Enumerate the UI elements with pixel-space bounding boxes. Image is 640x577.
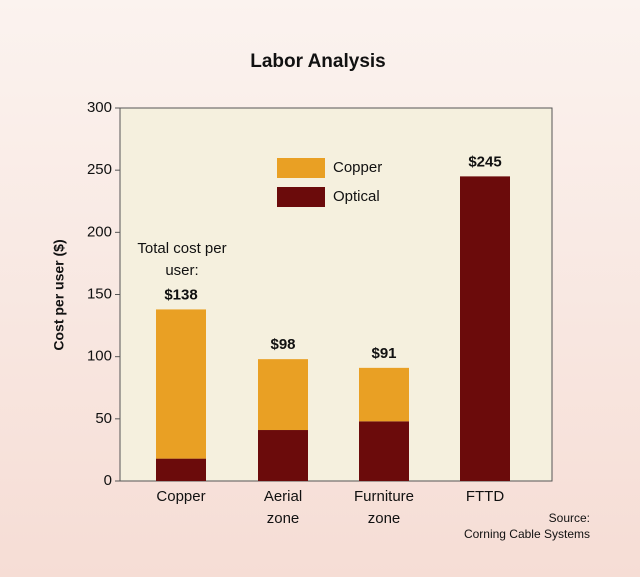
- y-tick-label: 150: [87, 285, 112, 302]
- legend-label: Optical: [333, 188, 380, 205]
- y-axis-label: Cost per user ($): [51, 239, 67, 350]
- y-tick-label: 100: [87, 348, 112, 365]
- y-tick-label: 200: [87, 223, 112, 240]
- x-tick-label: Copper: [156, 488, 206, 505]
- total-label: $98: [270, 336, 295, 353]
- bar-segment: [156, 309, 206, 459]
- y-tick-label: 300: [87, 99, 112, 116]
- total-label: $245: [468, 153, 501, 170]
- total-label: $91: [371, 345, 396, 362]
- x-tick-label: FTTD: [465, 488, 505, 505]
- bar-segment: [258, 430, 308, 481]
- bar-segment: [359, 421, 409, 481]
- bar-segment: [258, 359, 308, 431]
- annotation: Total cost per user:: [137, 240, 227, 279]
- legend-label: Copper: [333, 159, 382, 176]
- y-tick-label: 250: [87, 161, 112, 178]
- x-tick-label: Aerial zone: [263, 488, 303, 527]
- y-tick-label: 0: [104, 472, 112, 489]
- x-tick-label: Furniture zone: [353, 488, 415, 527]
- source: Source: Corning Cable Systems: [440, 510, 590, 542]
- source-line: Corning Cable Systems: [463, 527, 590, 541]
- bar-segment: [156, 458, 206, 481]
- source-line: Source:: [548, 511, 590, 525]
- chart-title: Labor Analysis: [250, 51, 386, 72]
- total-label: $138: [164, 286, 197, 303]
- bar-segment: [359, 367, 409, 422]
- y-tick-label: 50: [95, 410, 112, 427]
- legend-swatch: [277, 158, 325, 178]
- legend-swatch: [277, 187, 325, 207]
- bar-segment: [460, 176, 510, 481]
